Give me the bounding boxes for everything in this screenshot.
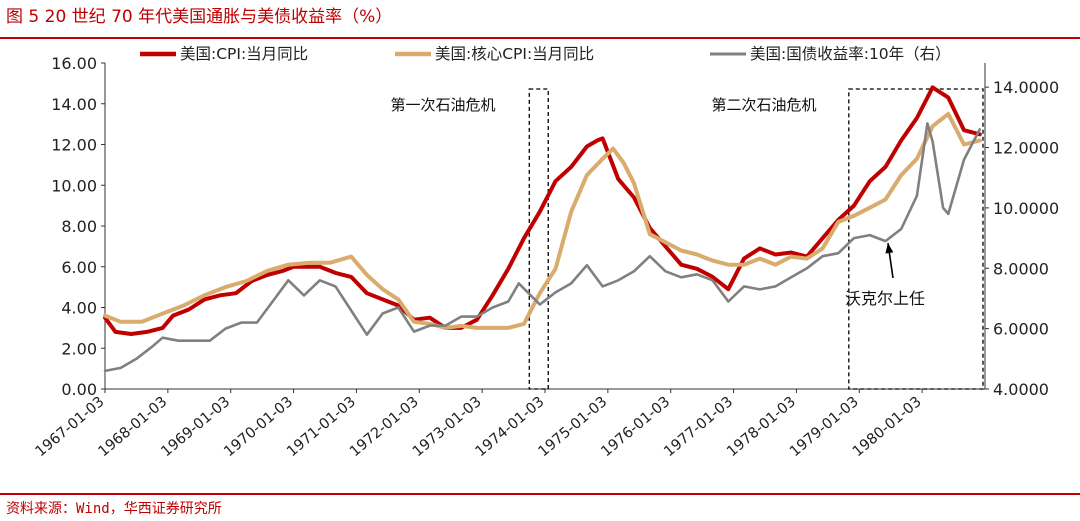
crisis-label-1: 第一次石油危机 [390,96,495,114]
top-rule [0,37,1080,39]
source-note: 资料来源：Wind，华西证券研究所 [6,501,222,517]
legend-label-1: 美国:CPI:当月同比 [180,45,308,63]
y-left-tick-label: 2.00 [61,339,97,358]
legend-label-3: 美国:国债收益率:10年（右） [750,45,951,63]
crisis-box-1 [528,88,549,390]
y-left-tick-label: 6.00 [61,258,97,277]
y-right-tick-label: 12.0000 [993,139,1059,158]
volcker-label: 沃克尔上任 [845,289,925,308]
y-left-tick-label: 10.00 [51,176,97,195]
y-right-tick-label: 14.0000 [993,78,1059,97]
crisis-label-2: 第二次石油危机 [711,96,816,114]
legend-label-2: 美国:核心CPI:当月同比 [435,45,594,63]
series-line-3 [103,122,982,373]
y-left-tick-label: 0.00 [61,380,97,399]
y-left-tick-label: 14.00 [51,95,97,114]
y-left-tick-label: 12.00 [51,136,97,155]
series-line-1 [103,85,982,336]
x-tick-label: 1980-01-03 [850,394,925,460]
volcker-arrow-head [885,243,894,254]
y-right-tick-label: 4.0000 [993,380,1049,399]
y-right-tick-label: 10.0000 [993,199,1059,218]
y-left-tick-label: 16.00 [51,54,97,73]
y-right-tick-label: 6.0000 [993,320,1049,339]
crisis-box-2 [848,88,984,390]
figure-title: 图 5 20 世纪 70 年代美国通胀与美债收益率（%） [6,7,393,27]
series-line-2 [103,111,982,330]
y-left-tick-label: 8.00 [61,217,97,236]
y-right-tick-label: 8.0000 [993,259,1049,278]
bottom-rule [0,493,1080,495]
y-left-tick-label: 4.00 [61,299,97,318]
